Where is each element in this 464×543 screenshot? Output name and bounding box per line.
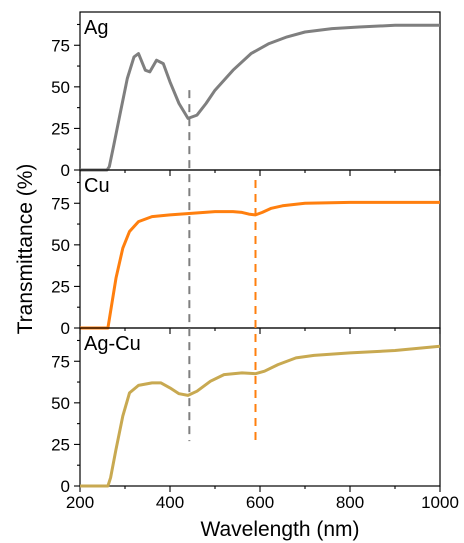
y-tick-label: 50: [51, 236, 70, 255]
y-axis-title: Transmittance (%): [14, 164, 37, 335]
x-tick-label: 800: [336, 493, 364, 512]
series-line-cu: [80, 200, 440, 330]
y-tick-label: 0: [61, 477, 70, 496]
y-tick-label: 0: [61, 319, 70, 338]
y-tick-label: 75: [51, 194, 70, 213]
y-tick-label: 25: [51, 119, 70, 138]
x-axis-title: Wavelength (nm): [200, 518, 359, 541]
x-tick-label: 600: [246, 493, 274, 512]
x-tick-label: 200: [66, 493, 94, 512]
y-tick-label: 25: [51, 277, 70, 296]
panel-frame-cu: [79, 169, 441, 329]
y-tick-label: 50: [51, 78, 70, 97]
y-tick-label: 50: [51, 394, 70, 413]
y-tick-label: 0: [61, 161, 70, 180]
panel-label-ag: Ag: [84, 17, 108, 39]
y-tick-label: 25: [51, 435, 70, 454]
series-line-ag-cu: [80, 344, 441, 488]
series-line-ag: [80, 23, 440, 172]
panel-label-cu: Cu: [84, 175, 110, 197]
x-tick-label: 400: [156, 493, 184, 512]
panel-label-ag-cu: Ag-Cu: [84, 333, 141, 355]
panel-frame-ag: [79, 11, 441, 171]
y-tick-label: 75: [51, 36, 70, 55]
x-tick-label: 1000: [421, 493, 459, 512]
y-tick-label: 75: [51, 352, 70, 371]
